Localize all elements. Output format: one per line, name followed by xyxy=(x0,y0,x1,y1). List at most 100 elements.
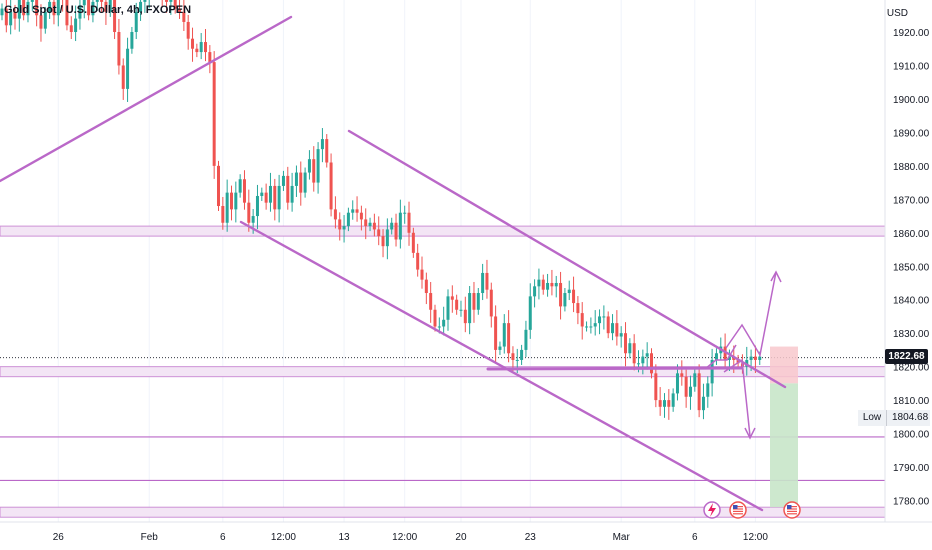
candle-body xyxy=(559,282,563,307)
candle-body xyxy=(580,313,584,327)
candle-body xyxy=(650,353,653,374)
candle-body xyxy=(165,0,169,2)
candle-body xyxy=(420,269,424,280)
candle-body xyxy=(268,185,272,203)
candle-body xyxy=(39,15,43,29)
candle-body xyxy=(442,319,446,327)
symbol-title[interactable]: Gold Spot / U.S. Dollar, 4h, FXOPEN xyxy=(4,4,192,16)
y-tick-label: 1780.00 xyxy=(893,497,930,508)
us-flag-icon xyxy=(733,510,743,512)
candle-body xyxy=(377,229,381,237)
candle-body xyxy=(736,359,740,364)
candle-body xyxy=(593,323,597,327)
candle-body xyxy=(753,356,757,360)
candle-body xyxy=(277,185,281,210)
y-tick-label: 1920.00 xyxy=(893,28,930,39)
candle-body xyxy=(0,8,4,16)
candle-body xyxy=(208,52,212,63)
candle-body xyxy=(481,272,485,294)
candle-body xyxy=(217,165,220,207)
y-tick-label: 1820.00 xyxy=(893,363,930,374)
arrow-up-icon xyxy=(770,270,782,283)
candle-body xyxy=(615,323,619,337)
candle-body xyxy=(43,11,47,29)
candle-body xyxy=(260,192,264,196)
candle-body xyxy=(182,11,186,22)
candle-body xyxy=(13,11,17,19)
candle-body xyxy=(533,286,537,297)
candle-body xyxy=(372,222,376,230)
candle-body xyxy=(602,316,606,318)
candle-body xyxy=(320,139,324,150)
low-value-text: 1804.68 xyxy=(892,412,929,423)
us-flag-icon xyxy=(783,501,801,519)
candle-body xyxy=(139,1,143,12)
candle-body xyxy=(359,212,363,220)
candle-body xyxy=(173,0,177,9)
candle-body xyxy=(611,323,615,334)
candle-body xyxy=(398,212,402,240)
candle-body xyxy=(688,386,692,397)
last-price-label: 1822.68 xyxy=(885,349,928,364)
candle-body xyxy=(554,282,558,287)
candle-body xyxy=(489,289,493,317)
us-flag-icon xyxy=(787,508,797,510)
support-resistance-zones xyxy=(0,225,886,518)
candle-body xyxy=(342,226,346,230)
candle-body xyxy=(537,279,541,287)
candle-body xyxy=(567,289,571,294)
candle-body xyxy=(126,48,130,89)
candle-body xyxy=(299,172,303,193)
candle-body xyxy=(229,192,233,210)
candle-body xyxy=(550,282,554,287)
us-flag-icon xyxy=(733,513,743,515)
x-tick-label: Feb xyxy=(141,532,159,543)
candle-body xyxy=(485,272,489,290)
candle-body xyxy=(645,353,649,357)
candle-body xyxy=(459,309,463,311)
candle-body xyxy=(632,343,636,364)
x-tick-label: 12:00 xyxy=(271,532,296,543)
trendline xyxy=(486,366,744,371)
low-price-label: Low 1804.68 xyxy=(858,410,930,426)
candle-body xyxy=(234,192,238,210)
y-tick-label: 1900.00 xyxy=(893,95,930,106)
candle-body xyxy=(390,222,394,230)
candle-body xyxy=(100,0,104,2)
candle-body xyxy=(589,326,593,328)
low-label-text: Low xyxy=(858,410,887,426)
x-tick-label: 23 xyxy=(525,532,537,543)
candle-body xyxy=(706,383,710,397)
candle-body xyxy=(134,11,138,32)
candle-body xyxy=(30,0,34,2)
candle-body xyxy=(520,349,524,360)
candle-body xyxy=(697,373,701,411)
candle-body xyxy=(598,316,602,324)
trendline-drawings xyxy=(0,15,787,512)
y-tick-label: 1860.00 xyxy=(893,229,930,240)
candle-body xyxy=(524,329,528,350)
candle-body xyxy=(502,323,506,347)
candle-body xyxy=(281,175,285,186)
candle-body xyxy=(87,0,91,16)
candle-body xyxy=(264,192,268,203)
candle-body xyxy=(4,8,8,26)
candle-body xyxy=(346,212,350,227)
y-tick-label: 1810.00 xyxy=(893,396,930,407)
candle-body xyxy=(701,396,705,411)
candle-body xyxy=(381,236,385,247)
candle-body xyxy=(606,316,610,334)
us-flag-icon xyxy=(733,506,743,508)
candle-body xyxy=(411,232,415,253)
candle-body xyxy=(654,373,658,401)
candle-body xyxy=(286,175,290,203)
candle-body xyxy=(662,400,666,407)
candle-body xyxy=(424,279,428,294)
candle-body xyxy=(333,209,337,220)
price-axis-bg xyxy=(885,0,932,550)
time-axis-bg xyxy=(0,522,932,550)
candle-body xyxy=(186,21,190,39)
candle-body xyxy=(758,356,762,360)
